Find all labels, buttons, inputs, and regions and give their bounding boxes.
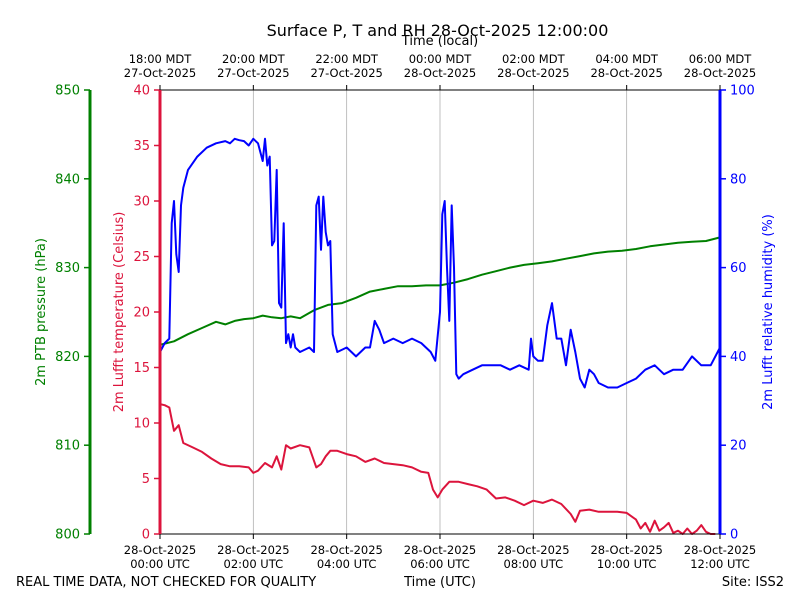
utc-tick-time: 00:00 UTC: [130, 557, 190, 571]
humidity-axis-label: 2m Lufft relative humidity (%): [761, 214, 776, 410]
local-tick-date: 28-Oct-2025: [684, 66, 756, 80]
temperature-tick-label: 40: [133, 84, 150, 99]
utc-tick-date: 28-Oct-2025: [124, 543, 196, 557]
humidity-tick-label: 20: [730, 439, 747, 454]
quality-disclaimer: REAL TIME DATA, NOT CHECKED FOR QUALITY: [16, 575, 317, 590]
local-time-axis-label: Time (local): [401, 34, 479, 49]
humidity-tick-label: 100: [730, 84, 755, 99]
pressure-tick-label: 820: [55, 350, 80, 365]
pressure-tick-label: 830: [55, 261, 80, 276]
axes-layer: [84, 85, 726, 539]
series-layer: [159, 137, 721, 535]
utc-tick-date: 28-Oct-2025: [310, 543, 382, 557]
temperature-tick-label: 30: [133, 195, 150, 210]
local-tick-time: 04:00 MDT: [595, 52, 659, 66]
temperature-tick-label: 25: [133, 250, 150, 265]
utc-tick-time: 12:00 UTC: [690, 557, 750, 571]
local-tick-time: 00:00 MDT: [409, 52, 473, 66]
local-tick-time: 22:00 MDT: [315, 52, 379, 66]
local-tick-time: 18:00 MDT: [129, 52, 193, 66]
temperature-axis-label: 2m Lufft temperature (Celsius): [112, 212, 127, 413]
utc-tick-date: 28-Oct-2025: [684, 543, 756, 557]
utc-tick-time: 04:00 UTC: [317, 557, 377, 571]
local-tick-date: 27-Oct-2025: [310, 66, 382, 80]
local-tick-time: 06:00 MDT: [689, 52, 753, 66]
humidity-tick-label: 0: [730, 528, 738, 543]
pressure-tick-label: 800: [55, 528, 80, 543]
utc-tick-date: 28-Oct-2025: [404, 543, 476, 557]
tick-labels: 800 810 820 830 840 850 0 5 10 15 20 25 30 35 40 0 20 40 6…: [55, 52, 756, 571]
temperature-tick-label: 15: [133, 361, 150, 376]
utc-tick-time: 08:00 UTC: [504, 557, 564, 571]
utc-tick-time: 06:00 UTC: [410, 557, 470, 571]
local-tick-time: 20:00 MDT: [222, 52, 286, 66]
local-tick-date: 28-Oct-2025: [497, 66, 569, 80]
utc-tick-date: 28-Oct-2025: [497, 543, 569, 557]
local-tick-date: 28-Oct-2025: [404, 66, 476, 80]
local-tick-date: 28-Oct-2025: [590, 66, 662, 80]
local-tick-time: 02:00 MDT: [502, 52, 566, 66]
temperature-tick-label: 0: [142, 528, 150, 543]
chart-title: Surface P, T and RH 28-Oct-2025 12:00:00: [266, 21, 609, 40]
temperature-tick-label: 35: [133, 139, 150, 154]
utc-tick-date: 28-Oct-2025: [590, 543, 662, 557]
pressure-line: [159, 236, 721, 346]
pressure-tick-label: 850: [55, 84, 80, 99]
pressure-axis-label: 2m PTB pressure (hPa): [34, 238, 49, 386]
temperature-tick-label: 20: [133, 306, 150, 321]
utc-tick-time: 02:00 UTC: [224, 557, 284, 571]
local-tick-date: 27-Oct-2025: [217, 66, 289, 80]
pressure-tick-label: 840: [55, 172, 80, 187]
temperature-tick-label: 10: [133, 417, 150, 432]
utc-tick-time: 10:00 UTC: [597, 557, 657, 571]
temperature-tick-label: 5: [142, 472, 150, 487]
humidity-tick-label: 60: [730, 261, 747, 276]
humidity-tick-label: 40: [730, 350, 747, 365]
temperature-line: [159, 403, 716, 535]
site-label: Site: ISS2: [721, 575, 784, 590]
humidity-tick-label: 80: [730, 172, 747, 187]
utc-time-axis-label: Time (UTC): [404, 575, 476, 590]
pressure-tick-label: 810: [55, 439, 80, 454]
utc-tick-date: 28-Oct-2025: [217, 543, 289, 557]
humidity-line: [159, 137, 721, 389]
local-tick-date: 27-Oct-2025: [124, 66, 196, 80]
